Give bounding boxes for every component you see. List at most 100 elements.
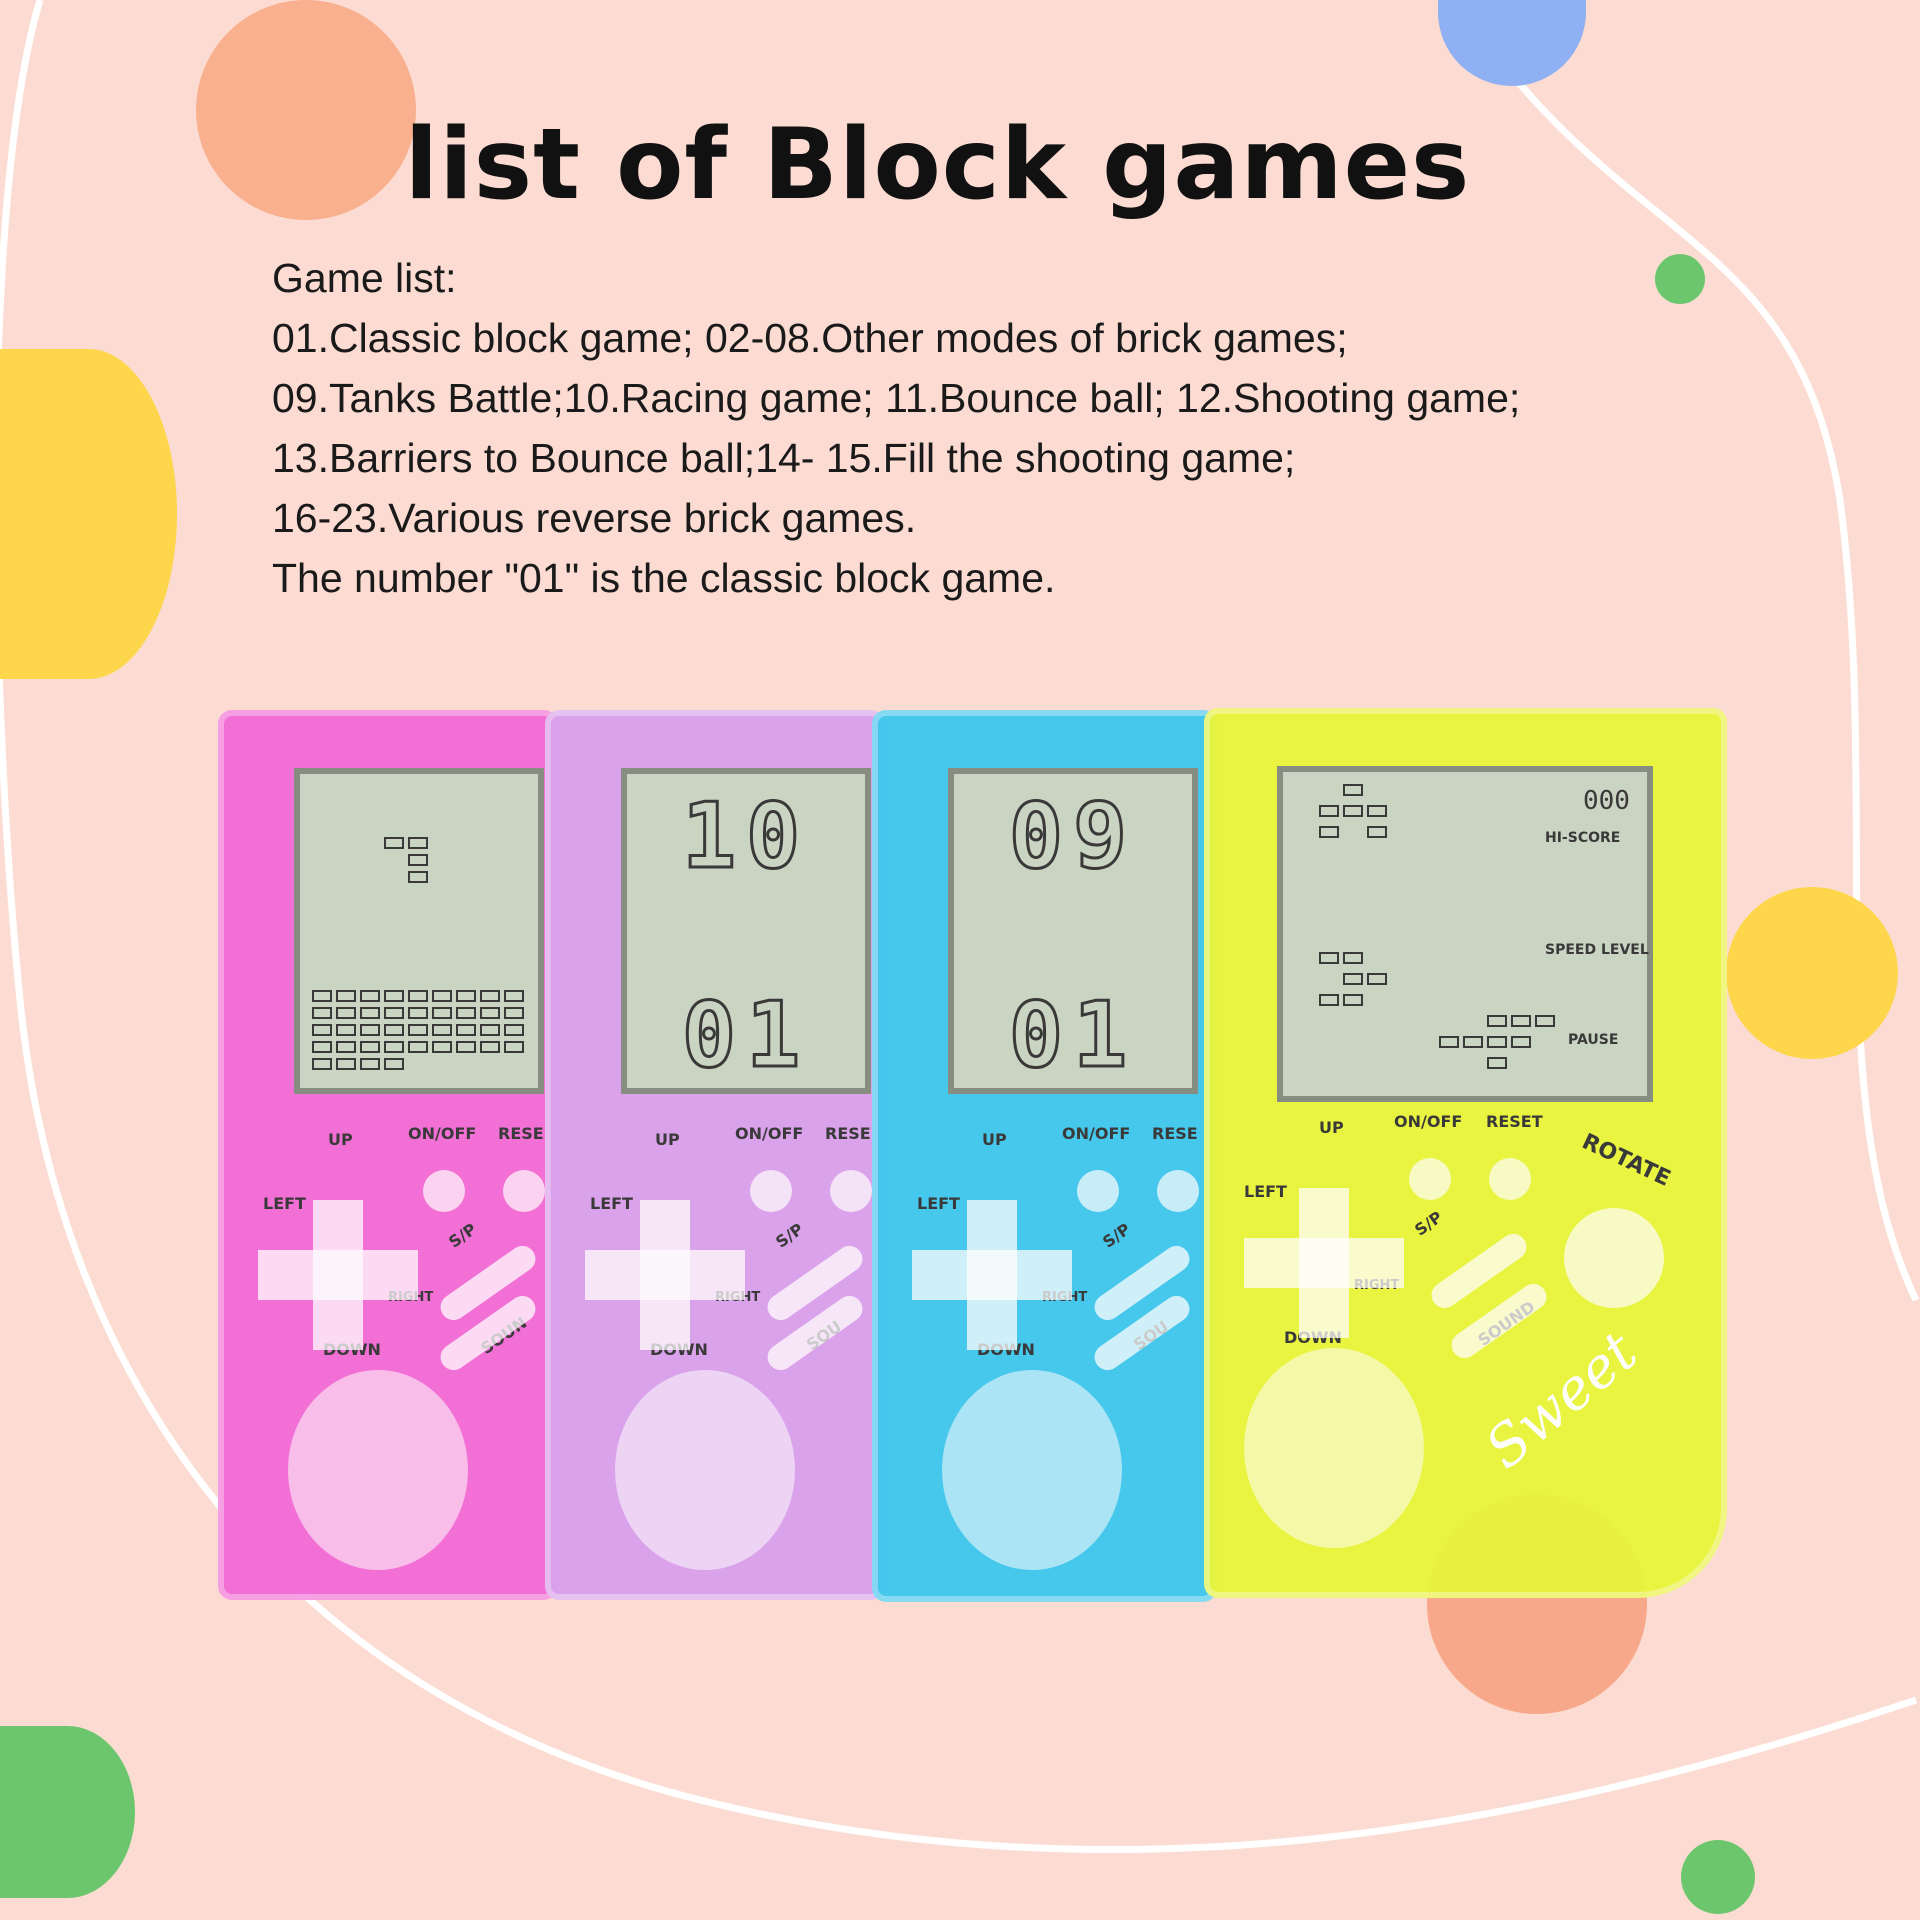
reset-button[interactable] <box>830 1170 872 1212</box>
label-left: LEFT <box>590 1194 633 1213</box>
hi-score-label: HI-SCORE <box>1545 830 1621 846</box>
screen-block <box>1487 1057 1507 1069</box>
screen-block <box>456 1041 476 1053</box>
label-up: UP <box>1319 1118 1344 1137</box>
screen-block <box>384 1024 404 1036</box>
label-reset: RESET <box>1486 1112 1543 1131</box>
screen-block <box>408 1041 428 1053</box>
screen-block <box>1319 952 1339 964</box>
screen-block <box>1487 1036 1507 1048</box>
reset-button[interactable] <box>503 1170 545 1212</box>
lcd-screen: 09 01 <box>948 768 1198 1094</box>
screen-block <box>336 1041 356 1053</box>
screen-block <box>312 1024 332 1036</box>
label-left: LEFT <box>263 1194 306 1213</box>
label-up: UP <box>328 1130 353 1149</box>
lcd-screen <box>294 768 544 1094</box>
screen-block <box>1343 784 1363 796</box>
screen-block <box>480 1024 500 1036</box>
lcd-screen: 000 HI-SCORE SPEED LEVEL PAUSE <box>1277 766 1653 1102</box>
label-sp: S/P <box>445 1219 480 1252</box>
sweet-text: Sweet <box>1473 1319 1650 1482</box>
screen-block <box>408 990 428 1002</box>
game-list-line: 16-23.Various reverse brick games. <box>272 495 917 541</box>
screen-block <box>1367 826 1387 838</box>
screen-digits-bottom: 01 <box>1007 982 1138 1090</box>
screen-digits-bottom: 01 <box>680 982 811 1090</box>
onoff-button[interactable] <box>750 1170 792 1212</box>
decor-circle-green-bottom-right <box>1681 1840 1755 1914</box>
screen-block <box>360 1007 380 1019</box>
screen-block <box>336 1007 356 1019</box>
pause-label: PAUSE <box>1568 1032 1619 1048</box>
screen-digits-top: 10 <box>680 783 811 891</box>
screen-block <box>312 1041 332 1053</box>
decor-circle-yellow-left <box>0 349 177 679</box>
screen-block <box>384 1058 404 1070</box>
dpad-vertical[interactable] <box>313 1200 363 1350</box>
page-title: list of Block games <box>404 108 1471 222</box>
screen-block <box>1367 805 1387 817</box>
screen-block <box>1367 973 1387 985</box>
screen-block <box>1319 994 1339 1006</box>
screen-block <box>480 1041 500 1053</box>
screen-block <box>360 990 380 1002</box>
reset-button[interactable] <box>1157 1170 1199 1212</box>
screen-block <box>504 990 524 1002</box>
screen-block <box>504 1041 524 1053</box>
screen-block <box>432 990 452 1002</box>
screen-block <box>504 1007 524 1019</box>
screen-block <box>1511 1015 1531 1027</box>
label-reset: RESE <box>498 1124 544 1143</box>
screen-block <box>1535 1015 1555 1027</box>
game-list-line: 13.Barriers to Bounce ball;14- 15.Fill t… <box>272 435 1296 481</box>
screen-block <box>384 837 404 849</box>
screen-block <box>408 871 428 883</box>
label-rotate: ROTATE <box>1578 1129 1675 1192</box>
character-sticker <box>942 1370 1122 1570</box>
character-sticker <box>615 1370 795 1570</box>
screen-block <box>312 1007 332 1019</box>
score-display: 000 <box>1583 786 1630 816</box>
rotate-button[interactable] <box>1564 1208 1664 1308</box>
label-left: LEFT <box>917 1194 960 1213</box>
screen-block <box>1511 1036 1531 1048</box>
onoff-button[interactable] <box>1409 1158 1451 1200</box>
game-list: Game list: 01.Classic block game; 02-08.… <box>272 248 1872 608</box>
onoff-button[interactable] <box>423 1170 465 1212</box>
game-list-line: The number "01" is the classic block gam… <box>272 555 1056 601</box>
screen-block <box>408 1007 428 1019</box>
game-list-line: 01.Classic block game; 02-08.Other modes… <box>272 315 1348 361</box>
screen-block <box>480 990 500 1002</box>
reset-button[interactable] <box>1489 1158 1531 1200</box>
label-onoff: ON/OFF <box>735 1124 804 1143</box>
label-onoff: ON/OFF <box>1394 1112 1463 1131</box>
decor-circle-yellow-right <box>1726 887 1898 1059</box>
screen-block <box>408 854 428 866</box>
screen-block <box>312 990 332 1002</box>
screen-digits-top: 09 <box>1007 783 1138 891</box>
label-up: UP <box>655 1130 680 1149</box>
onoff-button[interactable] <box>1077 1170 1119 1212</box>
screen-block <box>1343 805 1363 817</box>
decor-circle-green-bottom-left <box>0 1726 135 1898</box>
screen-block <box>1487 1015 1507 1027</box>
screen-block <box>504 1024 524 1036</box>
label-up: UP <box>982 1130 1007 1149</box>
screen-block <box>312 1058 332 1070</box>
screen-block <box>336 990 356 1002</box>
label-left: LEFT <box>1244 1182 1287 1201</box>
screen-block <box>1343 973 1363 985</box>
screen-block <box>456 1024 476 1036</box>
screen-block <box>336 1058 356 1070</box>
dpad-vertical[interactable] <box>967 1200 1017 1350</box>
dpad-vertical[interactable] <box>640 1200 690 1350</box>
dpad-vertical[interactable] <box>1299 1188 1349 1338</box>
screen-block <box>1463 1036 1483 1048</box>
screen-block <box>1319 826 1339 838</box>
decor-circle-green <box>1655 254 1705 304</box>
character-sticker <box>1244 1348 1424 1548</box>
label-sp: S/P <box>1411 1207 1446 1240</box>
